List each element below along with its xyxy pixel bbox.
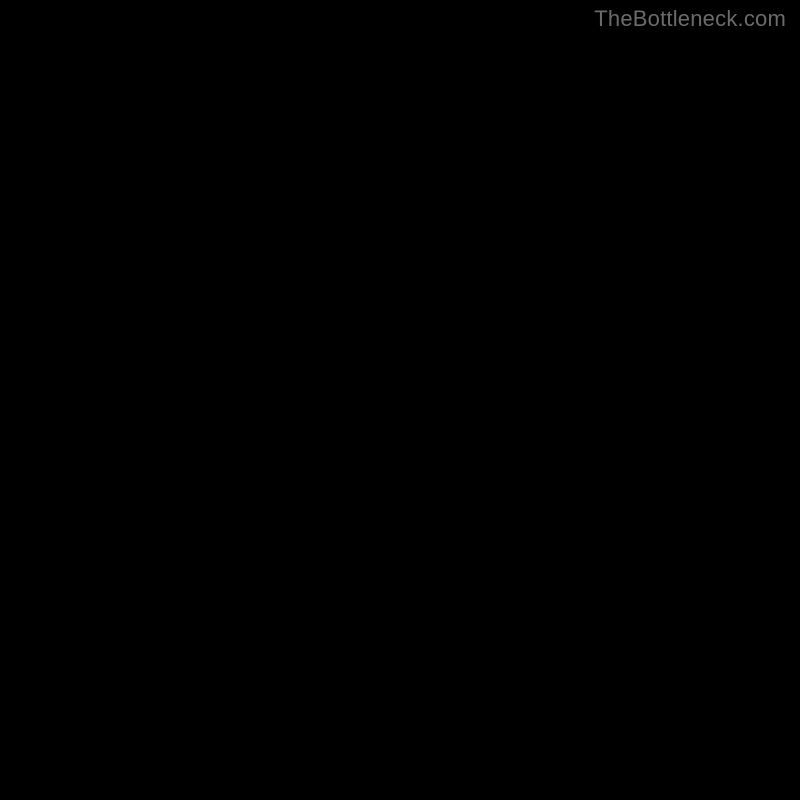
plot-area: [40, 40, 760, 760]
crosshair-vertical: [355, 40, 356, 760]
crosshair-horizontal: [40, 553, 760, 554]
watermark-label: TheBottleneck.com: [594, 6, 786, 32]
bottleneck-heatmap: [40, 40, 760, 760]
crosshair-dot: [351, 549, 360, 558]
chart-frame: TheBottleneck.com: [0, 0, 800, 800]
